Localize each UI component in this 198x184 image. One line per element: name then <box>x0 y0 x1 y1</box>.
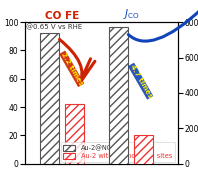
Bar <box>66 104 84 164</box>
Y-axis label: CO FE (%): CO FE (%) <box>0 74 1 112</box>
Text: CO FE: CO FE <box>45 11 79 21</box>
Bar <box>109 27 128 164</box>
Bar <box>134 135 153 164</box>
Text: 2.2 times: 2.2 times <box>60 51 84 86</box>
Text: 4.7 times: 4.7 times <box>129 63 153 99</box>
Legend: Au-2@NC, Au-2 with quenched N sites: Au-2@NC, Au-2 with quenched N sites <box>61 142 175 162</box>
Text: $J_{\mathrm{CO}}$: $J_{\mathrm{CO}}$ <box>123 7 140 21</box>
Bar <box>40 33 59 164</box>
Text: @0.65 V vs RHE: @0.65 V vs RHE <box>26 24 83 30</box>
